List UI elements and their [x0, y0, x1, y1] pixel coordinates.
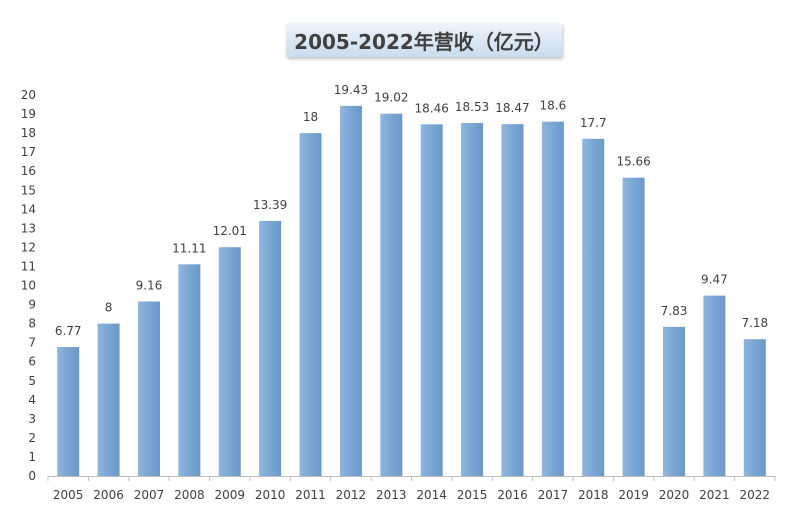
bar	[218, 247, 241, 476]
y-tick-label: 16	[21, 164, 36, 178]
data-label: 19.43	[334, 83, 368, 97]
data-label: 19.02	[374, 91, 408, 105]
bar	[622, 177, 645, 476]
bar	[420, 124, 443, 476]
x-tick-label: 2019	[618, 488, 649, 502]
x-axis: 2005 2006 2007 2008 2009 2010 2011 2012 2013 2014…	[47, 476, 776, 502]
x-tick-label: 2012	[336, 488, 367, 502]
data-label: 18.53	[455, 100, 489, 114]
data-label: 12.01	[213, 224, 247, 238]
bar	[582, 138, 605, 476]
x-tick-label: 2021	[699, 488, 730, 502]
y-tick-label: 3	[28, 412, 36, 426]
bar	[461, 123, 484, 476]
x-tick-label: 2017	[538, 488, 569, 502]
y-tick-label: 20	[21, 88, 36, 102]
bar	[97, 323, 120, 476]
y-tick-label: 19	[21, 107, 36, 121]
bar	[380, 113, 403, 476]
y-tick-label: 4	[28, 393, 36, 407]
data-label: 9.16	[136, 279, 163, 293]
bar	[137, 301, 160, 476]
bar	[541, 121, 564, 477]
y-tick-label: 2	[28, 431, 36, 445]
bar	[259, 220, 282, 476]
data-label: 18.46	[415, 101, 449, 115]
data-label: 18.47	[495, 101, 529, 115]
y-tick-label: 15	[21, 183, 36, 197]
bar	[178, 264, 201, 476]
data-label: 13.39	[253, 198, 287, 212]
x-tick-label: 2020	[659, 488, 690, 502]
y-tick-label: 12	[21, 240, 36, 254]
bar	[703, 295, 726, 476]
x-tick-label: 2018	[578, 488, 609, 502]
y-tick-label: 5	[28, 374, 36, 388]
x-tick-label: 2009	[214, 488, 245, 502]
x-tick-label: 2014	[416, 488, 447, 502]
x-tick-label: 2008	[174, 488, 205, 502]
y-tick-label: 7	[28, 336, 36, 350]
bar	[663, 326, 686, 476]
data-label: 18	[303, 110, 318, 124]
x-tick-label: 2006	[93, 488, 124, 502]
bar	[743, 339, 766, 476]
data-label: 18.6	[540, 99, 567, 113]
x-tick-label: 2007	[134, 488, 165, 502]
y-tick-label: 13	[21, 221, 36, 235]
bar	[57, 347, 80, 476]
data-label: 7.83	[661, 304, 688, 318]
bars-group: 6.77 8 9.16 11.11 12.01 13.39 18 19.43 19.02 18.4…	[55, 83, 768, 477]
data-label: 6.77	[55, 324, 82, 338]
bar	[339, 105, 362, 477]
x-tick-label: 2005	[53, 488, 84, 502]
y-tick-label: 9	[28, 298, 36, 312]
x-tick-label: 2016	[497, 488, 528, 502]
y-tick-label: 0	[28, 469, 36, 483]
y-tick-label: 14	[21, 202, 36, 216]
data-label: 7.18	[741, 316, 768, 330]
y-tick-label: 6	[28, 355, 36, 369]
data-label: 15.66	[616, 155, 650, 169]
x-tick-label: 2011	[295, 488, 326, 502]
x-tick-label: 2010	[255, 488, 286, 502]
y-tick-label: 11	[21, 259, 36, 273]
chart-title: 2005-2022年营收（亿元）	[286, 23, 562, 57]
data-label: 9.47	[701, 273, 728, 287]
y-tick-label: 17	[21, 145, 36, 159]
x-tick-label: 2015	[457, 488, 488, 502]
data-label: 11.11	[172, 241, 206, 255]
y-tick-label: 18	[21, 126, 36, 140]
bar	[299, 133, 322, 476]
x-tick-label: 2022	[740, 488, 771, 502]
y-tick-label: 8	[28, 317, 36, 331]
y-tick-label: 1	[28, 450, 36, 464]
data-label: 17.7	[580, 116, 607, 130]
data-label: 8	[105, 301, 113, 315]
y-tick-label: 10	[21, 279, 36, 293]
x-tick-label: 2013	[376, 488, 407, 502]
bar	[501, 124, 524, 477]
